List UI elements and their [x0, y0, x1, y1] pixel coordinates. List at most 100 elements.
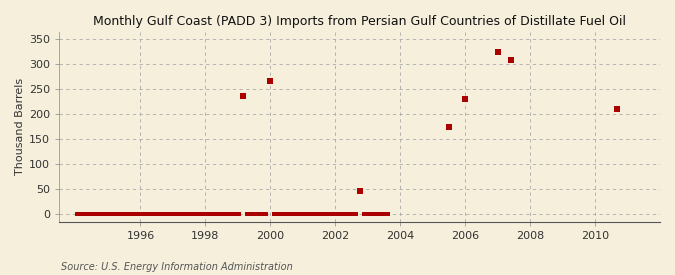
Point: [350, 212, 361, 216]
Point: [342, 212, 353, 216]
Point: [296, 212, 307, 216]
Point: [275, 212, 286, 216]
Point: [185, 212, 196, 216]
Point: [361, 212, 372, 216]
Point: [136, 212, 147, 216]
Point: [231, 212, 242, 216]
Point: [88, 212, 99, 216]
Point: [492, 50, 503, 54]
Point: [612, 107, 622, 112]
Point: [310, 212, 321, 216]
Point: [261, 212, 272, 216]
Point: [174, 212, 185, 216]
Point: [326, 212, 337, 216]
Point: [321, 212, 331, 216]
Point: [375, 212, 385, 216]
Point: [155, 212, 166, 216]
Point: [82, 212, 93, 216]
Point: [115, 212, 126, 216]
Text: Source: U.S. Energy Information Administration: Source: U.S. Energy Information Administ…: [61, 262, 292, 272]
Point: [302, 212, 313, 216]
Point: [253, 212, 264, 216]
Point: [337, 212, 348, 216]
Point: [358, 212, 369, 216]
Point: [247, 212, 258, 216]
Point: [372, 212, 383, 216]
Title: Monthly Gulf Coast (PADD 3) Imports from Persian Gulf Countries of Distillate Fu: Monthly Gulf Coast (PADD 3) Imports from…: [93, 15, 626, 28]
Point: [299, 212, 310, 216]
Point: [161, 212, 171, 216]
Point: [153, 212, 163, 216]
Point: [107, 212, 117, 216]
Point: [304, 212, 315, 216]
Point: [72, 212, 82, 216]
Point: [259, 212, 269, 216]
Point: [123, 212, 134, 216]
Point: [318, 212, 329, 216]
Point: [74, 212, 85, 216]
Point: [354, 189, 365, 193]
Point: [93, 212, 104, 216]
Point: [96, 212, 107, 216]
Point: [139, 212, 150, 216]
Point: [286, 212, 296, 216]
Point: [280, 212, 291, 216]
Point: [142, 212, 153, 216]
Point: [294, 212, 304, 216]
Point: [207, 212, 217, 216]
Point: [228, 212, 239, 216]
Point: [369, 212, 380, 216]
Point: [364, 212, 375, 216]
Point: [109, 212, 120, 216]
Point: [367, 212, 377, 216]
Point: [223, 212, 234, 216]
Point: [329, 212, 340, 216]
Point: [283, 212, 294, 216]
Point: [334, 212, 345, 216]
Point: [131, 212, 142, 216]
Point: [150, 212, 161, 216]
Point: [209, 212, 220, 216]
Point: [380, 212, 391, 216]
Point: [506, 58, 516, 63]
Point: [307, 212, 318, 216]
Point: [112, 212, 123, 216]
Point: [120, 212, 131, 216]
Point: [315, 212, 326, 216]
Point: [196, 212, 207, 216]
Point: [212, 212, 223, 216]
Point: [340, 212, 350, 216]
Point: [198, 212, 209, 216]
Point: [269, 212, 280, 216]
Point: [242, 212, 252, 216]
Point: [277, 212, 288, 216]
Point: [313, 212, 323, 216]
Point: [171, 212, 182, 216]
Point: [177, 212, 188, 216]
Point: [201, 212, 212, 216]
Point: [217, 212, 228, 216]
Point: [215, 212, 225, 216]
Point: [265, 79, 276, 83]
Point: [104, 212, 115, 216]
Point: [234, 212, 244, 216]
Point: [90, 212, 101, 216]
Point: [383, 212, 394, 216]
Point: [101, 212, 112, 216]
Point: [77, 212, 88, 216]
Point: [291, 212, 302, 216]
Point: [163, 212, 174, 216]
Point: [460, 97, 470, 101]
Point: [345, 212, 356, 216]
Point: [225, 212, 236, 216]
Point: [272, 212, 283, 216]
Point: [128, 212, 139, 216]
Point: [250, 212, 261, 216]
Point: [220, 212, 231, 216]
Point: [288, 212, 299, 216]
Point: [323, 212, 334, 216]
Point: [331, 212, 342, 216]
Point: [147, 212, 158, 216]
Point: [80, 212, 90, 216]
Point: [99, 212, 109, 216]
